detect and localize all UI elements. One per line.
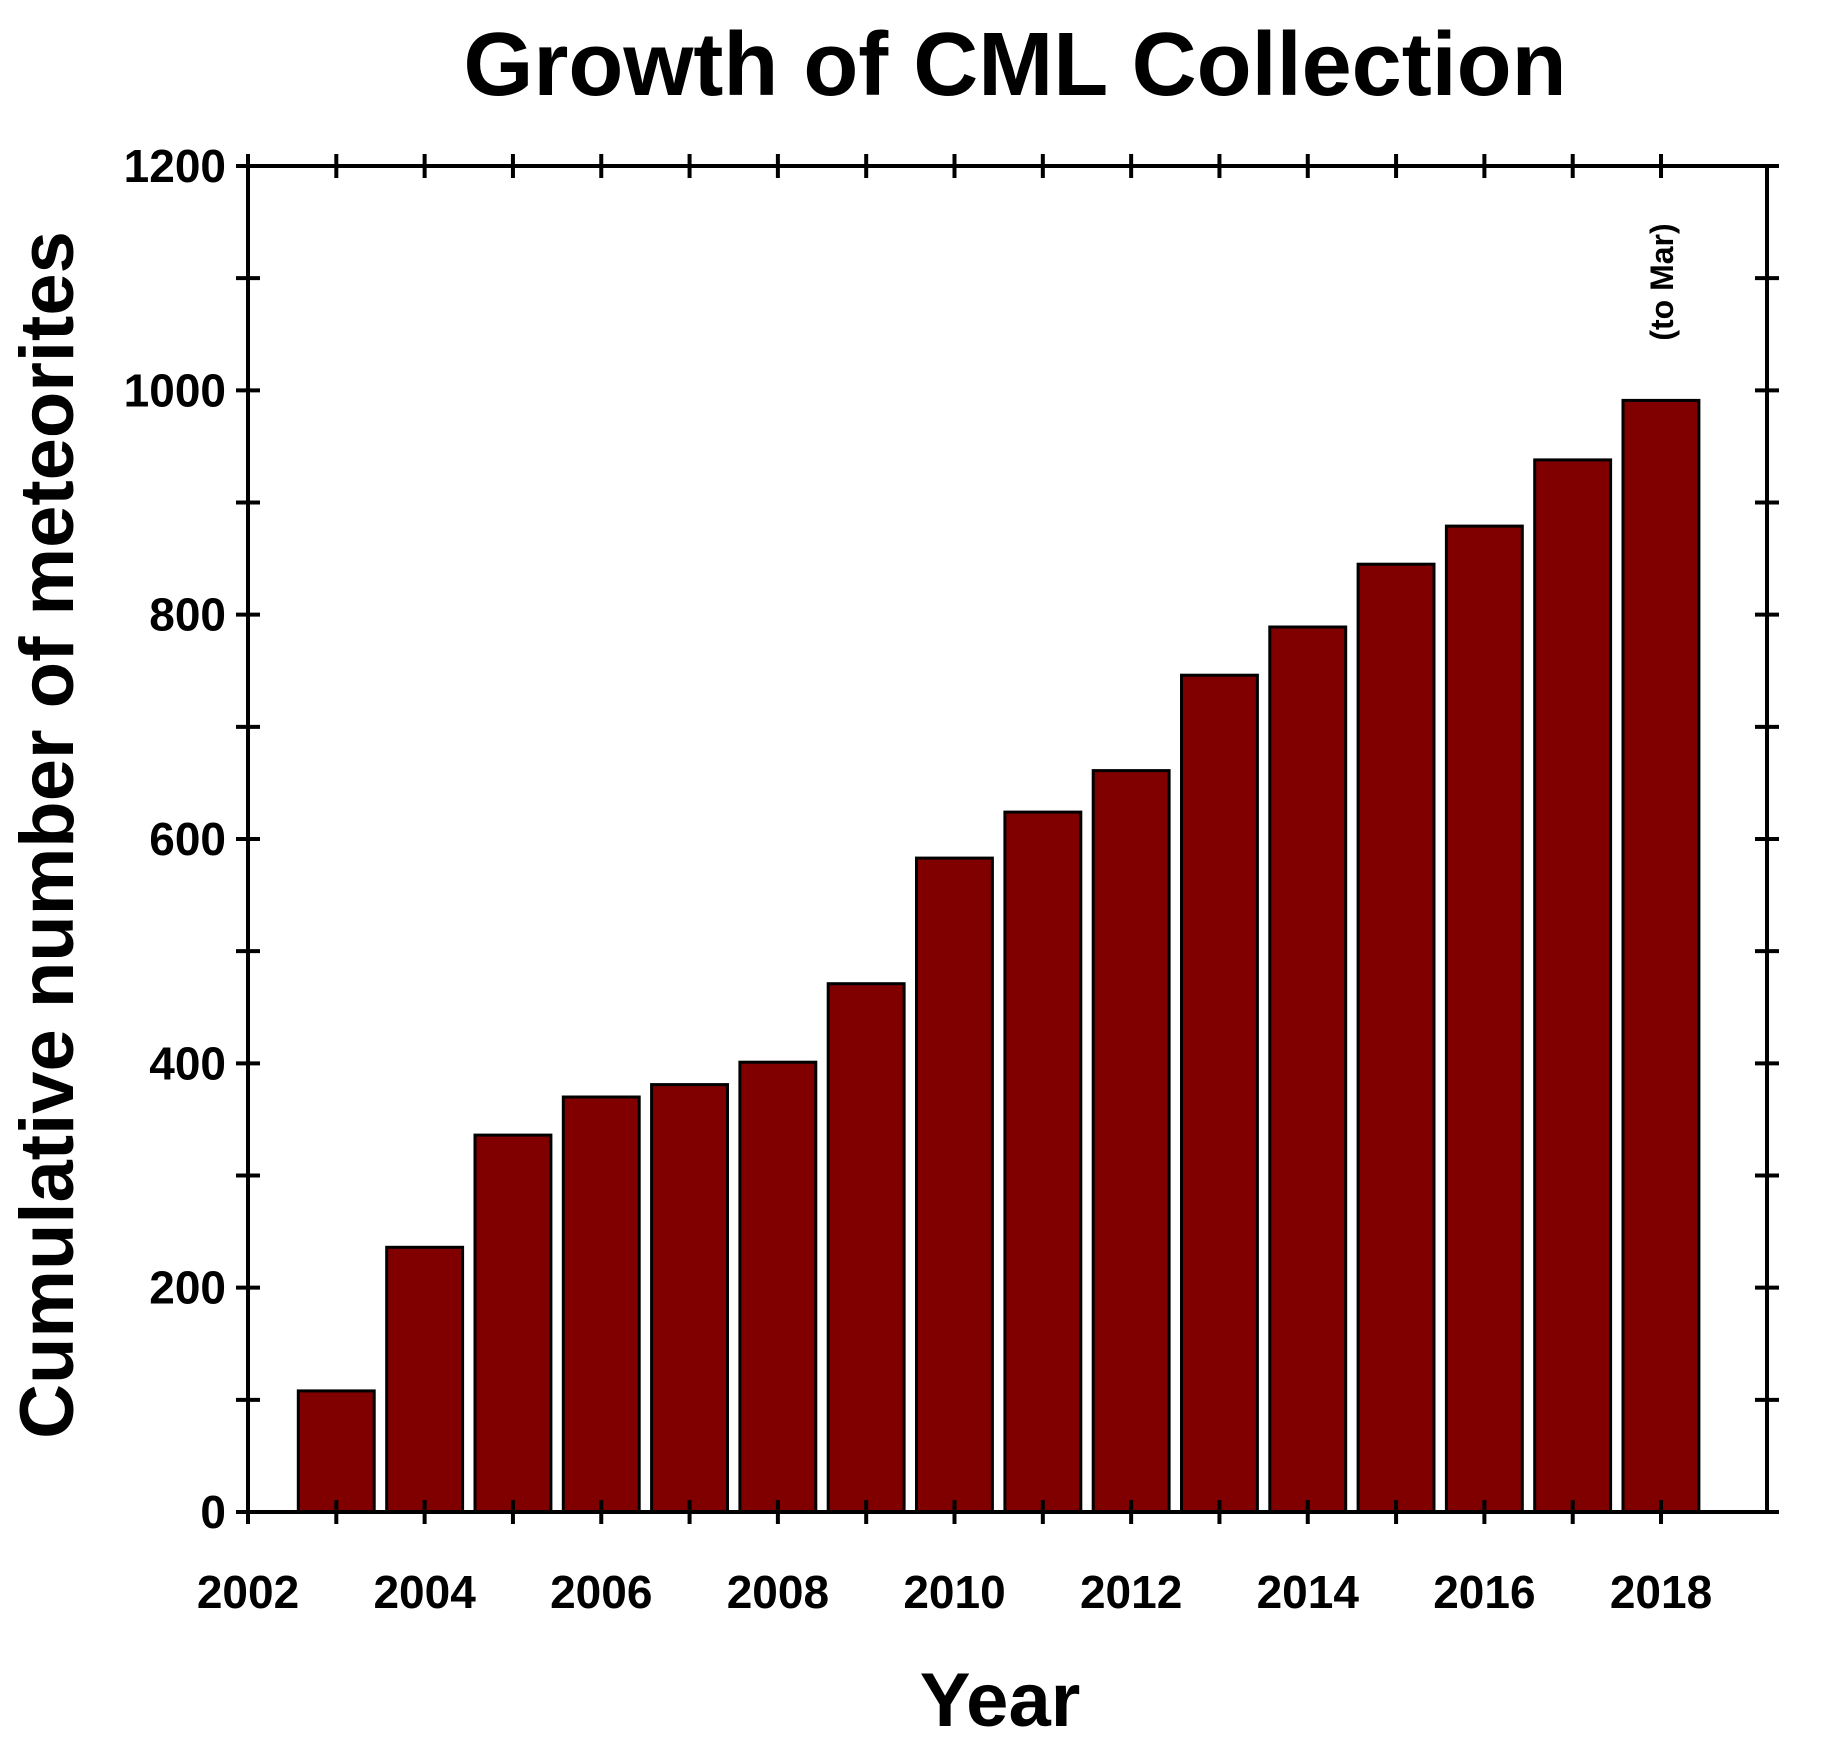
bar-2003 <box>296 1389 376 1514</box>
y-tick-label: 0 <box>200 1486 226 1538</box>
y-tick-label: 1200 <box>124 140 226 192</box>
bar-2017 <box>1533 458 1613 1514</box>
y-tick-label: 200 <box>149 1262 226 1314</box>
annotation-to-mar: (to Mar) <box>1644 223 1680 340</box>
chart-title: Growth of CML Collection <box>463 15 1566 115</box>
bar-2014 <box>1268 625 1348 1514</box>
bar-2011 <box>1003 810 1083 1514</box>
x-tick-label: 2002 <box>197 1566 299 1618</box>
y-tick-label: 800 <box>149 589 226 641</box>
bar-2005 <box>473 1133 553 1514</box>
bar-2016 <box>1444 524 1524 1514</box>
bar-2015 <box>1356 562 1436 1514</box>
bars-group <box>296 398 1701 1514</box>
y-axis-label: Cumulative number of meteorites <box>5 231 90 1439</box>
y-tick-label: 400 <box>149 1037 226 1089</box>
y-tick-label: 1000 <box>124 364 226 416</box>
x-tick-label: 2010 <box>903 1566 1005 1618</box>
bar-2010 <box>915 856 994 1514</box>
bar-2004 <box>385 1245 465 1514</box>
bar-2007 <box>650 1083 729 1514</box>
bar-2013 <box>1180 673 1259 1514</box>
annotations-group: (to Mar) <box>1644 223 1680 340</box>
ticks-group: 2002 2004 2006 2008 2010 2012 2014 2016 2018 0 200… <box>124 140 1779 1618</box>
x-tick-label: 2006 <box>550 1566 652 1618</box>
x-axis-label: Year <box>920 1658 1081 1740</box>
x-tick-label: 2012 <box>1080 1566 1182 1618</box>
bar-2006 <box>561 1095 641 1514</box>
x-tick-label: 2014 <box>1257 1566 1360 1618</box>
x-tick-label: 2018 <box>1610 1566 1712 1618</box>
x-tick-label: 2008 <box>727 1566 829 1618</box>
x-tick-label: 2016 <box>1433 1566 1535 1618</box>
bar-2008 <box>738 1060 818 1514</box>
y-tick-label: 600 <box>149 813 226 865</box>
x-tick-label: 2004 <box>373 1566 476 1618</box>
bar-2018 <box>1621 398 1701 1514</box>
bar-2009 <box>826 982 906 1514</box>
bar-2012 <box>1091 769 1171 1514</box>
